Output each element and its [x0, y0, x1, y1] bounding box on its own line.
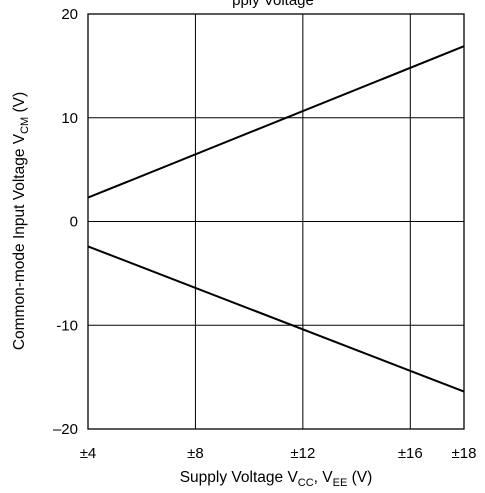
plot-frame — [87, 13, 465, 430]
y-tick-label: -10 — [56, 317, 78, 334]
x-tick-label: ±4 — [80, 445, 97, 462]
series-line-0 — [87, 45, 465, 199]
x-tick-label: ±16 — [398, 445, 423, 462]
x-axis-title: Supply Voltage VCC, VEE (V) — [180, 469, 373, 489]
y-tick-label: 20 — [61, 6, 78, 23]
y-tick-label: 0 — [70, 214, 78, 231]
y-tick-labels: 20 10 0 -10 –20 — [53, 6, 78, 438]
y-tick-label: 10 — [61, 110, 78, 127]
series-group — [87, 45, 465, 393]
series-line-1 — [87, 245, 465, 393]
x-tick-label: ±8 — [187, 445, 204, 462]
x-tick-label: ±12 — [290, 445, 315, 462]
y-tick-label: –20 — [53, 421, 78, 438]
chart-title: pply Voltage — [232, 0, 314, 9]
x-tick-label: ±18 — [452, 445, 477, 462]
grid — [88, 14, 464, 429]
x-tick-labels: ±4 ±8 ±12 ±16 ±18 — [80, 445, 477, 462]
y-axis-title: Common-mode Input Voltage VCM (V) — [11, 92, 31, 350]
